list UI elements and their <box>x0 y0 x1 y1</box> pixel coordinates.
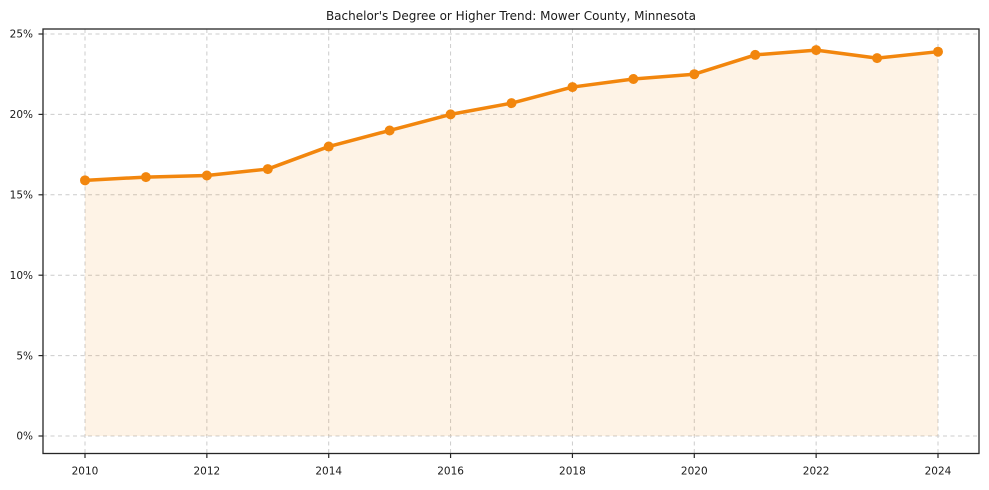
y-tick-label: 25% <box>10 29 33 41</box>
data-point-marker-2018 <box>567 82 578 93</box>
data-point-marker-2017 <box>506 98 517 109</box>
area-fill <box>85 50 938 436</box>
data-point-marker-2024 <box>933 46 943 57</box>
chart-title: Bachelor's Degree or Higher Trend: Mower… <box>325 9 697 23</box>
plot-border <box>42 28 980 455</box>
data-point-marker-2021 <box>750 49 761 60</box>
data-point-marker-2019 <box>628 74 639 85</box>
x-tick-label: 2012 <box>193 466 220 478</box>
x-tick-label: 2020 <box>681 466 708 478</box>
data-point-marker-2013 <box>262 164 273 175</box>
y-tick-label: 10% <box>10 270 33 282</box>
y-tick-label: 0% <box>16 431 33 443</box>
data-point-marker-2014 <box>323 141 334 152</box>
x-tick-label: 2010 <box>72 466 99 478</box>
y-tick-label: 20% <box>10 109 33 121</box>
data-point-marker-2022 <box>811 45 822 56</box>
y-tick-label: 5% <box>16 350 33 362</box>
data-point-marker-2015 <box>384 125 395 136</box>
x-tick-label: 2016 <box>437 466 464 478</box>
data-point-marker-2010 <box>80 175 90 186</box>
x-tick-label: 2022 <box>803 466 830 478</box>
y-tick-label: 15% <box>10 189 33 201</box>
data-point-marker-2011 <box>140 172 151 183</box>
x-tick-label: 2018 <box>559 466 586 478</box>
data-point-marker-2016 <box>445 109 456 120</box>
data-point-marker-2020 <box>689 69 700 80</box>
x-tick-label: 2014 <box>315 466 342 478</box>
x-tick-label: 2024 <box>925 466 952 478</box>
data-point-marker-2012 <box>201 170 212 181</box>
data-point-marker-2023 <box>872 53 883 64</box>
